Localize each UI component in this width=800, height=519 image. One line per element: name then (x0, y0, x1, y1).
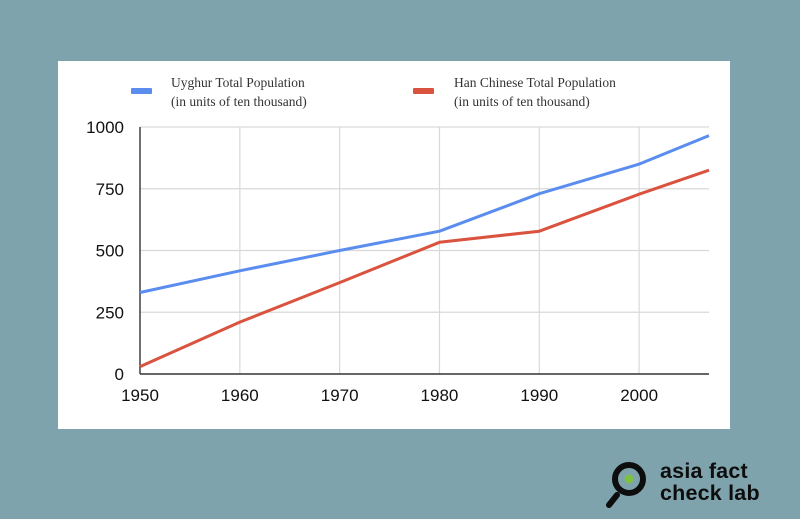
line-chart: 0 250 500 750 1000 1950 1960 1970 1980 1990 2000 U… (86, 75, 710, 405)
legend: Uyghur Total Population (in units of ten… (131, 75, 616, 109)
logo-line-2: check lab (660, 481, 760, 505)
axes: 0 250 500 750 1000 1950 1960 1970 1980 1990 2000 (86, 118, 709, 405)
x-tick-label: 1970 (321, 386, 359, 405)
legend-label-han-line2: (in units of ten thousand) (454, 94, 590, 109)
y-tick-label: 750 (96, 180, 124, 199)
y-tick-label: 500 (96, 242, 124, 261)
y-tick-label: 0 (115, 365, 124, 384)
legend-label-uyghur-line2: (in units of ten thousand) (171, 94, 307, 109)
magnifier-icon (606, 462, 646, 508)
x-tick-label: 1980 (421, 386, 459, 405)
asia-fact-check-lab-logo: asia fact check lab (604, 459, 794, 511)
chart-panel: 0 250 500 750 1000 1950 1960 1970 1980 1990 2000 U… (58, 61, 730, 429)
legend-swatch-han (413, 88, 434, 94)
legend-label-uyghur-line1: Uyghur Total Population (171, 75, 305, 90)
x-tick-label: 1960 (221, 386, 259, 405)
series-line-uyghur (139, 134, 710, 294)
y-tick-label: 1000 (86, 118, 124, 137)
legend-item-uyghur: Uyghur Total Population (in units of ten… (131, 75, 307, 109)
x-tick-label: 1990 (520, 386, 558, 405)
x-tick-label: 1950 (121, 386, 159, 405)
grid-lines (140, 126, 709, 374)
logo-wordmark: asia fact check lab (660, 460, 760, 504)
logo-line-1: asia fact (660, 459, 748, 483)
y-tick-label: 250 (96, 303, 124, 322)
legend-item-han: Han Chinese Total Population (in units o… (413, 75, 616, 109)
x-tick-label: 2000 (620, 386, 658, 405)
series-line-han (139, 168, 710, 368)
series-layer (139, 134, 710, 368)
legend-swatch-uyghur (131, 88, 152, 94)
legend-label-han-line1: Han Chinese Total Population (454, 75, 616, 90)
